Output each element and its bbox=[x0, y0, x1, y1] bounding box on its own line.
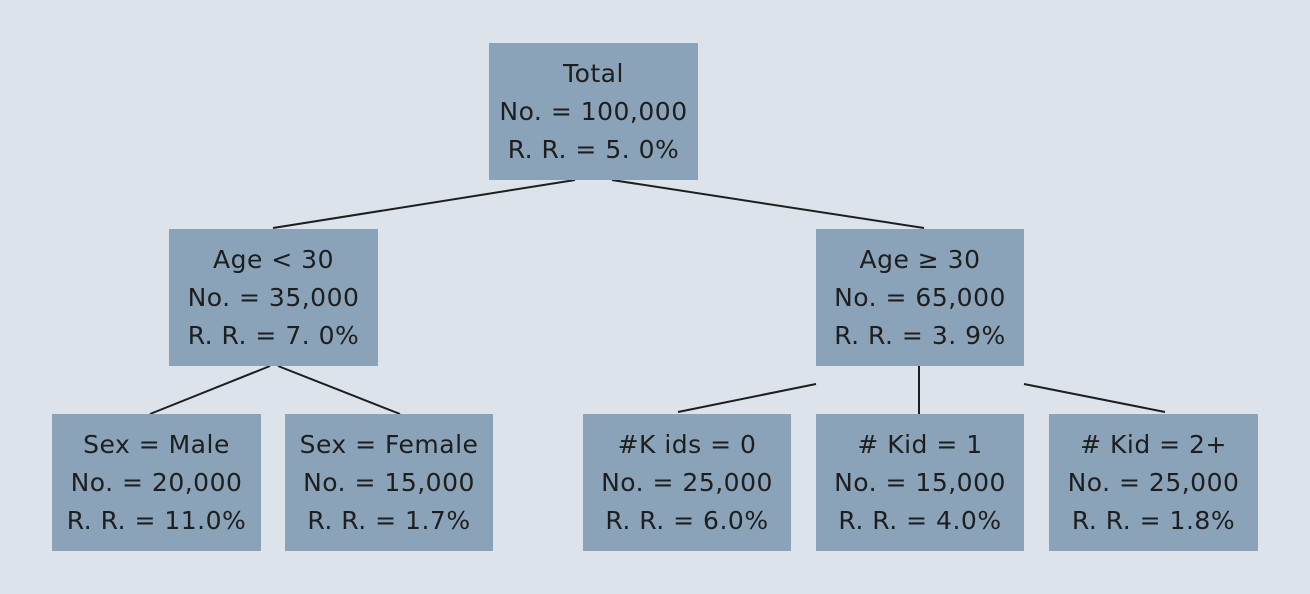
node-kids-2-plus: # Kid = 2+ No. = 25,000 R. R. = 1.8% bbox=[1049, 414, 1258, 551]
node-count: No. = 15,000 bbox=[303, 467, 475, 497]
node-rate: R. R. = 1.7% bbox=[307, 505, 471, 535]
node-rate: R. R. = 11.0% bbox=[66, 505, 247, 535]
node-count: No. = 100,000 bbox=[499, 96, 688, 126]
node-rate: R. R. = 3. 9% bbox=[834, 320, 1006, 350]
node-title: Age < 30 bbox=[212, 244, 334, 274]
node-rate: R. R. = 1.8% bbox=[1071, 505, 1236, 535]
node-rate: R. R. = 4.0% bbox=[838, 505, 1002, 535]
node-count: No. = 25,000 bbox=[1067, 467, 1240, 497]
node-title: Sex = Male bbox=[83, 429, 230, 459]
node-title: Age ≥ 30 bbox=[859, 244, 981, 274]
node-count: No. = 25,000 bbox=[601, 467, 773, 497]
edge-age-lt-to-male bbox=[149, 365, 271, 415]
edge-total-to-age-lt bbox=[272, 179, 576, 229]
edge-total-to-age-ge bbox=[611, 179, 925, 229]
node-title: # Kid = 2+ bbox=[1080, 429, 1227, 459]
node-total: Total No. = 100,000 R. R. = 5. 0% bbox=[489, 43, 698, 180]
node-kids-1: # Kid = 1 No. = 15,000 R. R. = 4.0% bbox=[816, 414, 1024, 551]
node-title: Sex = Female bbox=[299, 429, 479, 459]
node-age-30-plus: Age ≥ 30 No. = 65,000 R. R. = 3. 9% bbox=[816, 229, 1024, 366]
node-count: No. = 65,000 bbox=[834, 282, 1006, 312]
edge-age-lt-to-female bbox=[277, 365, 401, 415]
node-kids-0: #K ids = 0 No. = 25,000 R. R. = 6.0% bbox=[583, 414, 791, 551]
node-count: No. = 15,000 bbox=[834, 467, 1006, 497]
node-rate: R. R. = 7. 0% bbox=[187, 320, 360, 350]
edge-age-ge-to-kid2 bbox=[1023, 383, 1166, 413]
node-rate: R. R. = 6.0% bbox=[605, 505, 769, 535]
node-sex-female: Sex = Female No. = 15,000 R. R. = 1.7% bbox=[285, 414, 493, 551]
node-age-under-30: Age < 30 No. = 35,000 R. R. = 7. 0% bbox=[169, 229, 378, 366]
node-count: No. = 20,000 bbox=[70, 467, 243, 497]
node-sex-male: Sex = Male No. = 20,000 R. R. = 11.0% bbox=[52, 414, 261, 551]
edge-age-ge-to-kid0 bbox=[677, 383, 817, 413]
node-count: No. = 35,000 bbox=[187, 282, 360, 312]
node-title: # Kid = 1 bbox=[857, 429, 983, 459]
node-rate: R. R. = 5. 0% bbox=[507, 134, 680, 164]
node-title: #K ids = 0 bbox=[617, 429, 757, 459]
node-title: Total bbox=[563, 58, 624, 88]
